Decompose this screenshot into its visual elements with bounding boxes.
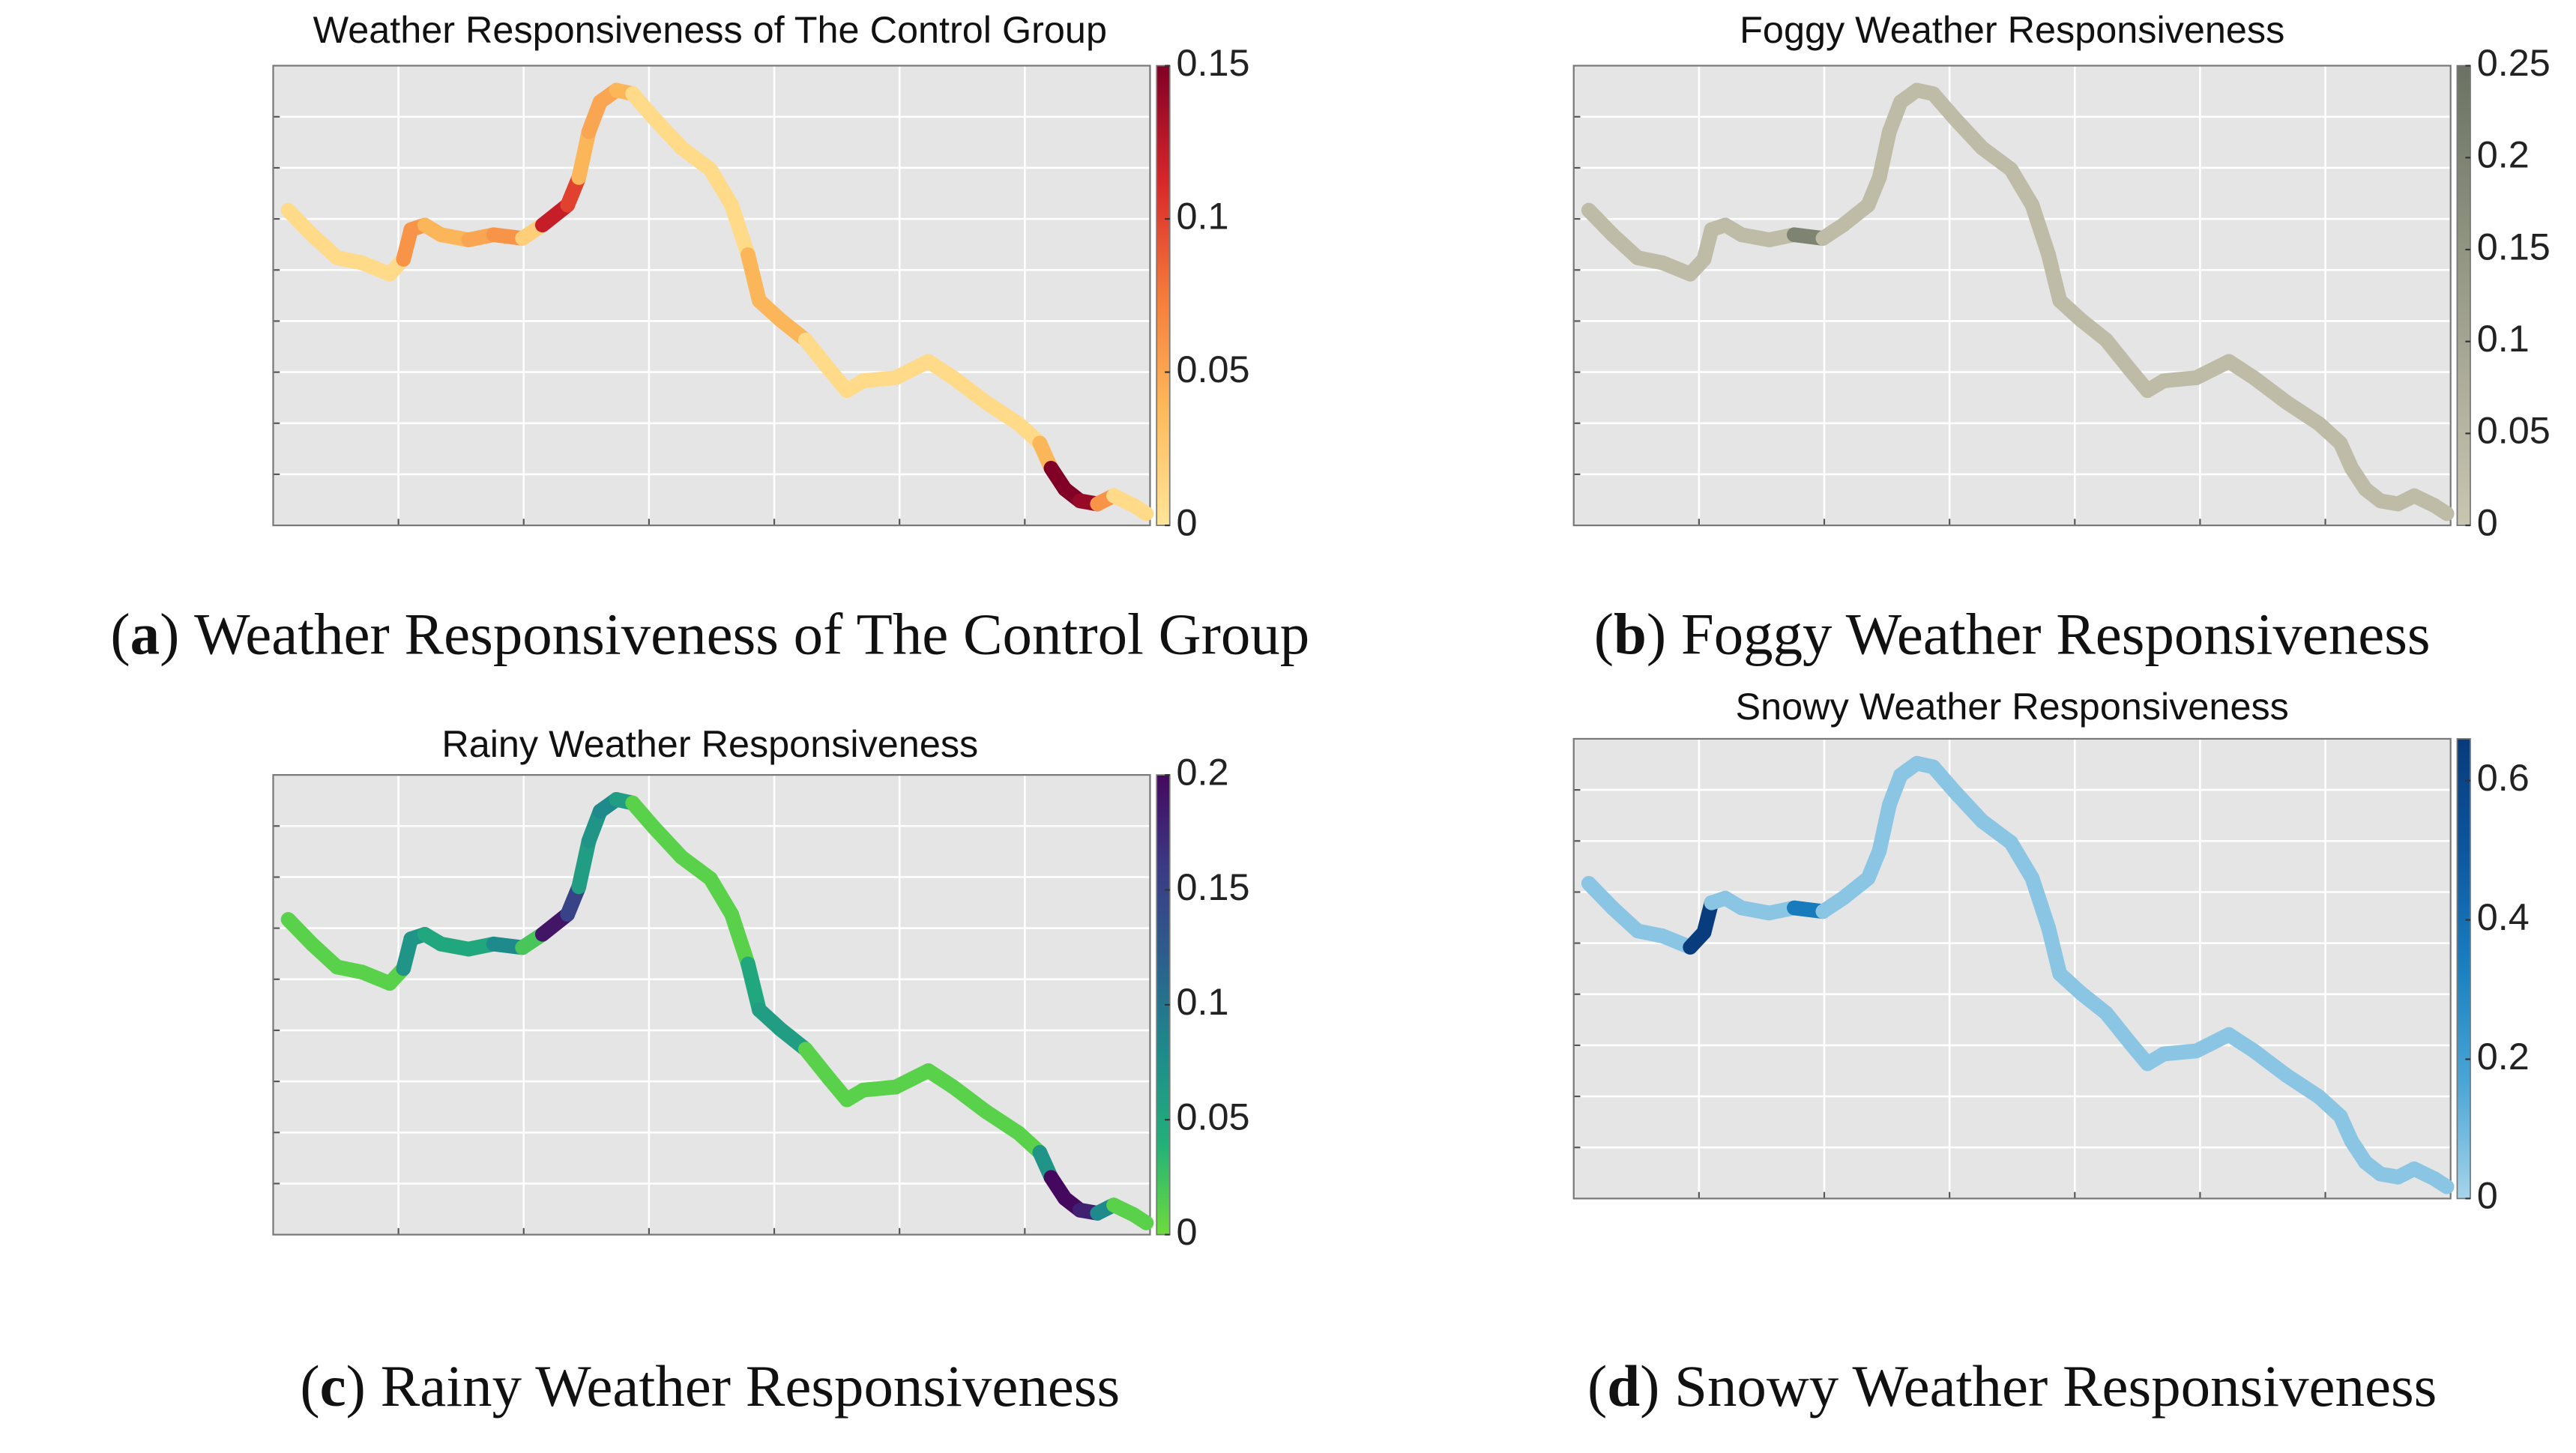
colorbar-tick-label: 0.15 bbox=[1177, 866, 1250, 908]
caption-text: Snowy Weather Responsiveness bbox=[1674, 1354, 2437, 1419]
plot-frame bbox=[272, 64, 1151, 527]
line-segment bbox=[724, 907, 755, 972]
colorbar-tick-label: 0 bbox=[2477, 501, 2498, 543]
colorbar-tick-label: 0.25 bbox=[2477, 41, 2551, 84]
caption-label: d bbox=[1607, 1354, 1640, 1419]
caption: (b) Foggy Weather Responsiveness bbox=[1594, 602, 2431, 668]
colorbar-tick-label: 0 bbox=[1177, 501, 1198, 543]
plot-area bbox=[1573, 738, 2451, 1199]
colorbar-tick-label: 0.2 bbox=[2477, 1035, 2530, 1078]
caption: (c) Rainy Weather Responsiveness bbox=[300, 1354, 1120, 1419]
line-segment bbox=[1126, 1207, 1154, 1230]
colorbar-tick-label: 0 bbox=[1177, 1210, 1198, 1253]
caption: (d) Snowy Weather Responsiveness bbox=[1587, 1354, 2437, 1419]
colorbar-tick-label: 0.05 bbox=[1177, 348, 1250, 390]
line-segment bbox=[2041, 920, 2068, 982]
colorbar-tick-label: 0.05 bbox=[2477, 409, 2551, 452]
line-segment bbox=[2024, 871, 2057, 935]
line-segment bbox=[2041, 247, 2068, 309]
plot-area bbox=[1573, 65, 2451, 526]
line-segment bbox=[724, 197, 755, 262]
caption-text: Foggy Weather Responsiveness bbox=[1681, 602, 2431, 668]
line-segment bbox=[740, 247, 767, 309]
colorbar-tick-label: 0.1 bbox=[1177, 194, 1229, 237]
chart-title: Weather Responsiveness of The Control Gr… bbox=[313, 8, 1107, 51]
chart-title: Rainy Weather Responsiveness bbox=[441, 722, 978, 765]
line-segment bbox=[571, 833, 597, 895]
caption-label: c bbox=[320, 1354, 346, 1419]
colorbar bbox=[2456, 738, 2471, 1200]
line-segment bbox=[2427, 498, 2455, 522]
caption-label: b bbox=[1614, 602, 1647, 668]
colorbar-tick-label: 0.05 bbox=[1177, 1096, 1250, 1138]
plot-frame bbox=[1572, 737, 2452, 1200]
chart-title: Foggy Weather Responsiveness bbox=[1740, 8, 2284, 51]
colorbar bbox=[1156, 64, 1171, 526]
chart-title: Snowy Weather Responsiveness bbox=[1736, 685, 2289, 728]
colorbar-tick-label: 0.1 bbox=[2477, 317, 2530, 360]
colorbar-tick-label: 0 bbox=[2477, 1174, 2498, 1217]
caption-text: Weather Responsiveness of The Control Gr… bbox=[194, 602, 1309, 668]
caption: (a) Weather Responsiveness of The Contro… bbox=[110, 602, 1309, 668]
caption-label: a bbox=[130, 602, 160, 668]
colorbar bbox=[2456, 64, 2471, 526]
colorbar-tick-label: 0.6 bbox=[2477, 756, 2530, 799]
line-segment bbox=[571, 124, 597, 185]
line-segment bbox=[1126, 498, 1154, 522]
line-segment bbox=[2427, 1170, 2455, 1194]
plot-frame bbox=[272, 774, 1151, 1236]
colorbar-tick-label: 0.15 bbox=[1177, 41, 1250, 84]
plot-frame bbox=[1572, 64, 2452, 527]
line-segment bbox=[740, 956, 767, 1018]
line-segment bbox=[1871, 797, 1897, 859]
plot-area bbox=[273, 775, 1150, 1235]
colorbar-tick-label: 0.2 bbox=[2477, 133, 2530, 176]
colorbar-tick-label: 0.15 bbox=[2477, 225, 2551, 268]
colorbar-tick-label: 0.1 bbox=[1177, 980, 1229, 1023]
line-segment bbox=[1871, 124, 1897, 185]
caption-text: Rainy Weather Responsiveness bbox=[381, 1354, 1120, 1419]
colorbar-tick-label: 0.4 bbox=[2477, 895, 2530, 938]
line-segment bbox=[2024, 197, 2057, 262]
plot-area bbox=[273, 65, 1150, 526]
colorbar-tick-label: 0.2 bbox=[1177, 750, 1229, 793]
